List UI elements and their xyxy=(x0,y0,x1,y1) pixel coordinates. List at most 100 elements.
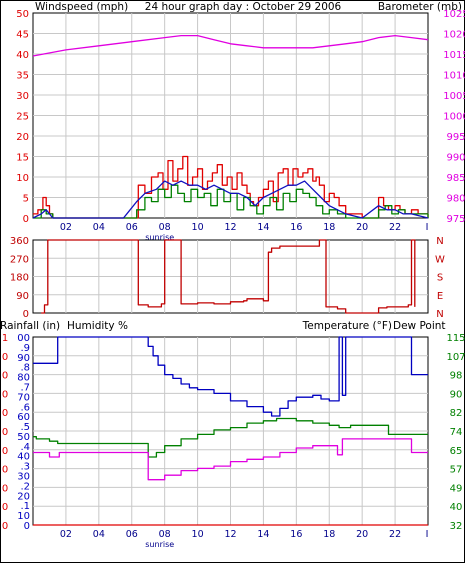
rainfall-tick-label: 0 xyxy=(2,371,8,382)
temperature-tick-label: 65 xyxy=(450,446,463,457)
temperature-tick-label: 57 xyxy=(450,465,463,476)
rainfall-tick-label: 0 xyxy=(2,465,8,476)
wind-direction-series-line xyxy=(41,239,416,314)
windspeed-tick-label: 25 xyxy=(16,112,29,123)
x-tick-label: 08 xyxy=(159,222,171,233)
temperature-axis-label: Temperature (°F) xyxy=(302,320,392,332)
windspeed-tick-label: 50 xyxy=(16,9,29,20)
humidity-tick-label: 0 xyxy=(24,521,30,532)
humidity-tick-label: 50 xyxy=(17,432,30,443)
temperature-tick-label: 49 xyxy=(450,483,463,494)
humidity-tick-label: .9 xyxy=(20,343,30,354)
barometer-tick-label: 985 xyxy=(446,173,465,184)
x-tick-label: 20 xyxy=(356,222,368,233)
windspeed-tick-label: 15 xyxy=(16,153,29,164)
x-tick-label: 04 xyxy=(93,529,105,540)
humidity-tick-label: .2 xyxy=(20,481,30,492)
humidity-tick-label: 20 xyxy=(17,491,30,502)
dew-point-series-line xyxy=(33,438,428,481)
x-tick-label: 20 xyxy=(356,529,368,540)
x-tick-label: 06 xyxy=(126,529,138,540)
humidity-series-line xyxy=(33,336,428,417)
temperature-tick-label: 90 xyxy=(450,389,463,400)
barometer-tick-label: 990 xyxy=(446,153,465,164)
rainfall-tick-label: 0 xyxy=(2,408,8,419)
humidity-tick-label: .8 xyxy=(20,363,30,374)
compass-tick-label: N xyxy=(436,309,443,320)
windspeed-tick-label: 45 xyxy=(16,30,29,41)
humidity-axis-label: Humidity % xyxy=(67,320,128,332)
temperature-tick-label: 74 xyxy=(450,427,463,438)
x-tick-label: 02 xyxy=(60,222,72,233)
windspeed-axis-label: Windspeed (mph) xyxy=(35,1,128,13)
x-tick-label: 02 xyxy=(60,529,72,540)
direction-tick-label: 270 xyxy=(10,254,29,265)
sunrise-label: sunrise xyxy=(145,233,174,242)
humidity-tick-label: 80 xyxy=(17,373,30,384)
rainfall-tick-label: 0 xyxy=(2,502,8,513)
rainfall-tick-label: 0 xyxy=(2,483,8,494)
temperature-tick-label: 82 xyxy=(450,408,463,419)
humidity-tick-label: 90 xyxy=(17,353,30,364)
windspeed-tick-label: 40 xyxy=(16,50,29,61)
barometer-tick-label: 995 xyxy=(446,132,465,143)
humidity-tick-label: 30 xyxy=(17,472,30,483)
x-tick-end-mark: I xyxy=(426,222,429,233)
x-tick-label: 16 xyxy=(290,529,302,540)
humidity-tick-label: .1 xyxy=(20,501,30,512)
x-tick-label: 04 xyxy=(93,222,105,233)
rainfall-tick-label: 0 xyxy=(2,352,8,363)
windspeed-tick-label: 35 xyxy=(16,71,29,82)
temperature-tick-label: 115 xyxy=(446,333,465,344)
rainfall-tick-label: 0 xyxy=(2,389,8,400)
wind-barometer-panel: 02 04 06 08 10 12 14 16 18 20 22 I50454035302520151… xyxy=(16,9,465,242)
humidity-tick-label: .6 xyxy=(20,402,30,413)
temperature-tick-label: 107 xyxy=(446,352,465,363)
compass-tick-label: E xyxy=(437,291,443,302)
x-tick-label: 06 xyxy=(126,222,138,233)
x-tick-label: 18 xyxy=(323,529,335,540)
direction-tick-label: 360 xyxy=(10,236,29,247)
x-tick-end-mark: I xyxy=(426,529,429,540)
temperature-tick-label: 32 xyxy=(450,521,463,532)
barometer-tick-label: 1025 xyxy=(443,9,465,20)
x-tick-label: 08 xyxy=(159,529,171,540)
humidity-tick-label: 40 xyxy=(17,452,30,463)
humidity-tick-label: .7 xyxy=(20,382,30,393)
x-tick-label: 14 xyxy=(257,222,269,233)
temperature-series-line xyxy=(33,417,428,458)
barometer-tick-label: 1015 xyxy=(443,50,465,61)
x-tick-label: 16 xyxy=(290,222,302,233)
x-tick-label: 12 xyxy=(224,529,236,540)
x-tick-label: 22 xyxy=(389,529,401,540)
humidity-tick-label: 10 xyxy=(17,511,30,522)
compass-tick-label: N xyxy=(436,236,443,247)
temperature-tick-label: 98 xyxy=(450,371,463,382)
compass-tick-label: S xyxy=(437,273,443,284)
humidity-tick-label: .5 xyxy=(20,422,30,433)
humidity-tick-label: 70 xyxy=(17,392,30,403)
windspeed-tick-label: 5 xyxy=(23,194,29,205)
wind-average-series-line xyxy=(32,180,429,219)
windspeed-tick-label: 0 xyxy=(23,214,29,225)
barometer-tick-label: 1020 xyxy=(443,30,465,41)
rainfall-tick-label: 0 xyxy=(2,427,8,438)
x-tick-label: 10 xyxy=(192,222,204,233)
humidity-tick-label: 00 xyxy=(17,333,30,344)
x-tick-label: 10 xyxy=(192,529,204,540)
windspeed-tick-label: 20 xyxy=(16,132,29,143)
x-tick-label: 14 xyxy=(257,529,269,540)
chart-title: 24 hour graph day : October 29 2006 xyxy=(145,1,342,13)
x-tick-label: 22 xyxy=(389,222,401,233)
rainfall-axis-label: Rainfall (in) xyxy=(0,320,60,332)
rainfall-tick-label: 0 xyxy=(2,521,8,532)
x-tick-label: 12 xyxy=(224,222,236,233)
sunrise-label: sunrise xyxy=(145,540,174,549)
direction-tick-label: 180 xyxy=(10,273,29,284)
x-tick-label: 18 xyxy=(323,222,335,233)
barometer-tick-label: 980 xyxy=(446,194,465,205)
rainfall-tick-label: 0 xyxy=(2,446,8,457)
